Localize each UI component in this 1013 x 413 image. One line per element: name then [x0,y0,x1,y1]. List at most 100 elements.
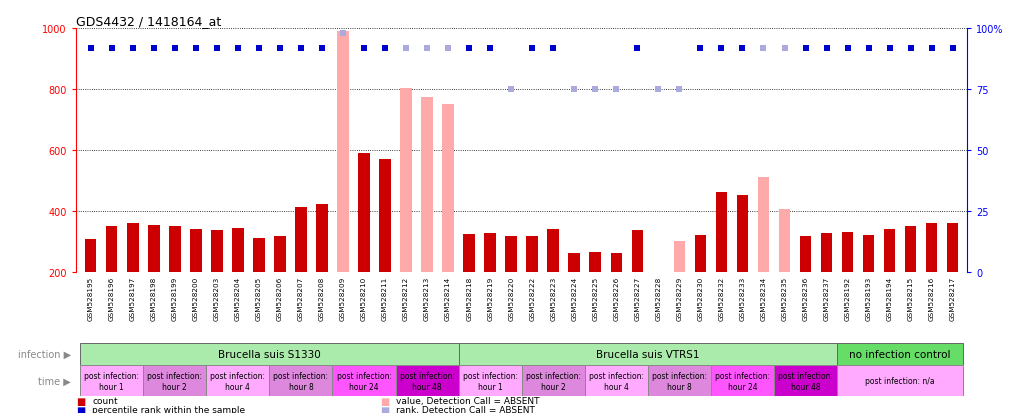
Text: GSM528198: GSM528198 [151,276,157,320]
Text: GSM528207: GSM528207 [298,276,304,320]
Text: GSM528225: GSM528225 [593,276,599,320]
Text: GSM528226: GSM528226 [613,276,619,320]
Bar [568,254,580,273]
Bar [779,209,790,273]
Text: GSM528236: GSM528236 [802,276,808,320]
FancyBboxPatch shape [207,366,269,396]
Bar [736,196,749,273]
Text: GSM528222: GSM528222 [529,276,535,320]
Text: GSM528218: GSM528218 [466,276,472,320]
Text: GSM528227: GSM528227 [634,276,640,320]
Text: GSM528214: GSM528214 [445,276,451,320]
Bar [232,228,244,273]
Text: GSM528200: GSM528200 [192,276,199,320]
Bar [127,223,139,273]
Bar [421,98,433,273]
Bar [400,88,412,273]
Text: GSM528194: GSM528194 [886,276,892,320]
Text: GSM528215: GSM528215 [908,276,914,320]
Text: post infection:
hour 24: post infection: hour 24 [715,371,770,391]
Text: post infection:
hour 8: post infection: hour 8 [652,371,707,391]
Bar [443,104,454,273]
Text: GSM528223: GSM528223 [550,276,556,320]
Text: post infection:
hour 2: post infection: hour 2 [147,371,203,391]
Bar [883,229,895,273]
Bar [652,273,665,280]
Bar [316,204,328,273]
Text: ■: ■ [380,396,389,406]
Bar [211,231,223,273]
Bar [799,237,811,273]
Text: ■: ■ [76,396,85,406]
Text: GSM528199: GSM528199 [172,276,178,320]
Text: post infection:
hour 4: post infection: hour 4 [589,371,644,391]
Text: GSM528196: GSM528196 [108,276,114,320]
Text: GSM528224: GSM528224 [571,276,577,320]
Text: post infection:
hour 48: post infection: hour 48 [399,371,455,391]
Bar [842,233,853,273]
FancyBboxPatch shape [837,343,963,366]
Text: post infection: n/a: post infection: n/a [865,377,935,385]
Text: post infection:
hour 1: post infection: hour 1 [84,371,139,391]
Text: rank, Detection Call = ABSENT: rank, Detection Call = ABSENT [396,405,535,413]
Text: post infection:
hour 1: post infection: hour 1 [463,371,518,391]
Bar [253,238,264,273]
Text: ■: ■ [380,405,389,413]
FancyBboxPatch shape [522,366,585,396]
Text: GSM528193: GSM528193 [865,276,871,320]
Bar [148,225,160,273]
Bar [359,153,370,273]
FancyBboxPatch shape [80,343,459,366]
Bar [106,227,118,273]
Text: GSM528235: GSM528235 [781,276,787,320]
Text: no infection control: no infection control [849,349,951,359]
Text: post infection:
hour 8: post infection: hour 8 [274,371,328,391]
Text: GSM528237: GSM528237 [824,276,830,320]
FancyBboxPatch shape [80,366,143,396]
Bar [484,234,496,273]
Bar [275,236,286,273]
FancyBboxPatch shape [269,366,332,396]
Bar [527,237,538,273]
Bar [85,239,96,273]
Bar [821,234,833,273]
Text: GSM528211: GSM528211 [382,276,388,320]
FancyBboxPatch shape [648,366,711,396]
Text: ■: ■ [76,405,85,413]
FancyBboxPatch shape [459,343,837,366]
Text: GSM528229: GSM528229 [677,276,683,320]
Text: count: count [92,396,118,405]
Text: GSM528216: GSM528216 [929,276,935,320]
Text: GSM528217: GSM528217 [950,276,955,320]
Text: post infection:
hour 2: post infection: hour 2 [526,371,580,391]
Text: GSM528204: GSM528204 [235,276,241,320]
Text: post infection:
hour 48: post infection: hour 48 [778,371,833,391]
Text: infection ▶: infection ▶ [18,349,71,359]
Bar [379,159,391,273]
Text: post infection:
hour 24: post infection: hour 24 [336,371,391,391]
Bar [337,32,348,273]
Text: GSM528195: GSM528195 [88,276,93,320]
Text: GSM528230: GSM528230 [697,276,703,320]
Text: GSM528210: GSM528210 [361,276,367,320]
FancyBboxPatch shape [774,366,837,396]
Bar [715,193,727,273]
Text: GSM528219: GSM528219 [487,276,493,320]
Text: GSM528203: GSM528203 [214,276,220,320]
Bar [863,235,874,273]
Text: GSM528192: GSM528192 [845,276,851,320]
Bar [505,236,517,273]
Bar [295,207,307,273]
Text: Brucella suis VTRS1: Brucella suis VTRS1 [596,349,700,359]
Text: GSM528197: GSM528197 [130,276,136,320]
Text: GSM528206: GSM528206 [277,276,283,320]
Text: GSM528234: GSM528234 [761,276,767,320]
Text: percentile rank within the sample: percentile rank within the sample [92,405,245,413]
Text: GSM528220: GSM528220 [509,276,515,320]
Bar [674,242,685,273]
Text: post infection:
hour 4: post infection: hour 4 [211,371,265,391]
Text: GDS4432 / 1418164_at: GDS4432 / 1418164_at [76,15,221,28]
Bar [611,254,622,273]
FancyBboxPatch shape [459,366,522,396]
Text: Brucella suis S1330: Brucella suis S1330 [218,349,321,359]
